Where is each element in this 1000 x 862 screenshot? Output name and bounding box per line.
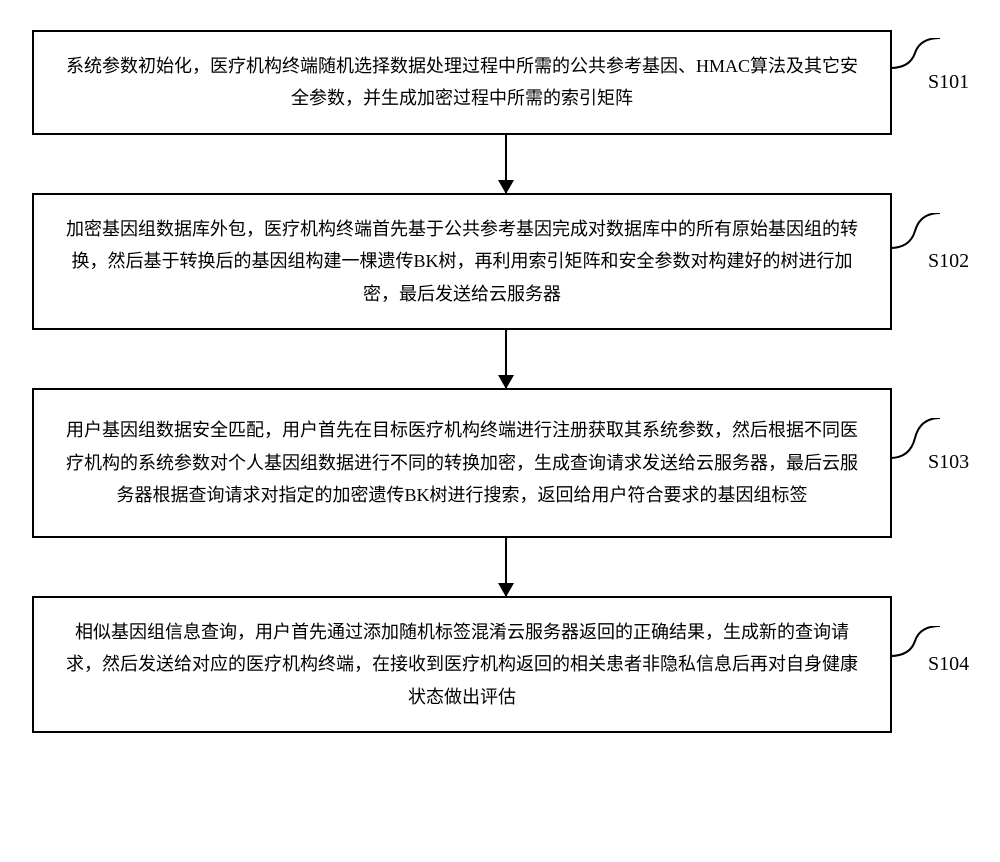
step-row-3: 用户基因组数据安全匹配，用户首先在目标医疗机构终端进行注册获取其系统参数，然后根…	[20, 388, 980, 538]
flowchart-container: 系统参数初始化，医疗机构终端随机选择数据处理过程中所需的公共参考基因、HMAC算…	[20, 30, 980, 733]
arrow-3	[76, 538, 936, 596]
arrow-2	[76, 330, 936, 388]
step-label-s101: S101	[928, 71, 969, 94]
step-text: 相似基因组信息查询，用户首先通过添加随机标签混淆云服务器返回的正确结果，生成新的…	[62, 616, 862, 713]
step-text: 系统参数初始化，医疗机构终端随机选择数据处理过程中所需的公共参考基因、HMAC算…	[62, 50, 862, 115]
step-box-s102: 加密基因组数据库外包，医疗机构终端首先基于公共参考基因完成对数据库中的所有原始基…	[32, 193, 892, 330]
arrow-line	[505, 538, 507, 596]
step-text: 用户基因组数据安全匹配，用户首先在目标医疗机构终端进行注册获取其系统参数，然后根…	[62, 414, 862, 511]
step-box-s101: 系统参数初始化，医疗机构终端随机选择数据处理过程中所需的公共参考基因、HMAC算…	[32, 30, 892, 135]
step-label-s103: S103	[928, 451, 969, 474]
arrow-line	[505, 135, 507, 193]
step-row-1: 系统参数初始化，医疗机构终端随机选择数据处理过程中所需的公共参考基因、HMAC算…	[20, 30, 980, 135]
step-text: 加密基因组数据库外包，医疗机构终端首先基于公共参考基因完成对数据库中的所有原始基…	[62, 213, 862, 310]
step-box-s104: 相似基因组信息查询，用户首先通过添加随机标签混淆云服务器返回的正确结果，生成新的…	[32, 596, 892, 733]
step-row-4: 相似基因组信息查询，用户首先通过添加随机标签混淆云服务器返回的正确结果，生成新的…	[20, 596, 980, 733]
step-label-s102: S102	[928, 250, 969, 273]
step-row-2: 加密基因组数据库外包，医疗机构终端首先基于公共参考基因完成对数据库中的所有原始基…	[20, 193, 980, 330]
step-box-s103: 用户基因组数据安全匹配，用户首先在目标医疗机构终端进行注册获取其系统参数，然后根…	[32, 388, 892, 538]
step-label-s104: S104	[928, 653, 969, 676]
arrow-line	[505, 330, 507, 388]
arrow-1	[76, 135, 936, 193]
